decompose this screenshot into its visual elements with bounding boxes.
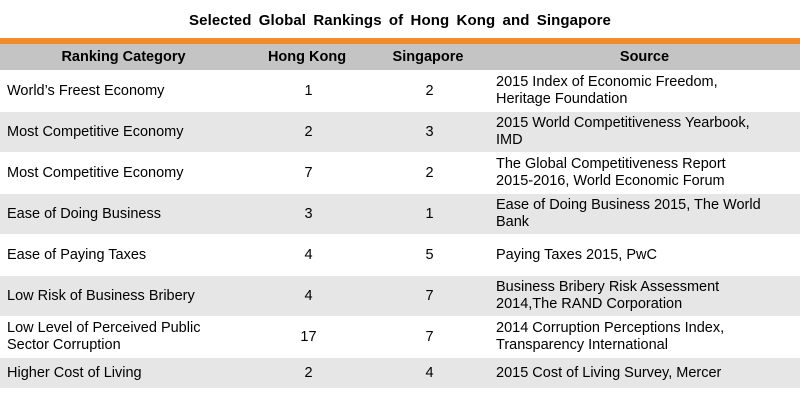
source-line: Bank	[496, 214, 530, 230]
cell-singapore: 7	[367, 275, 489, 317]
header-category: Ranking Category	[0, 44, 247, 71]
source-line: 2014,The RAND Corporation	[496, 296, 683, 312]
cell-singapore: 3	[367, 111, 489, 153]
cell-source: 2015 Index of Economic Freedom, Heritage …	[489, 70, 800, 112]
cell-source: 2015 World Competitiveness Yearbook, IMD	[489, 111, 800, 153]
cell-source: Ease of Doing Business 2015, The World Ba…	[489, 193, 800, 235]
cell-source: Paying Taxes 2015, PwC	[489, 234, 800, 276]
accent-rule	[0, 38, 800, 44]
cell-source: 2014 Corruption Perceptions Index, Transp…	[489, 316, 800, 358]
header-row: Ranking Category Hong Kong Singapore Sou…	[0, 44, 800, 71]
source-line: 2015 Index of Economic Freedom,	[496, 74, 718, 90]
cell-source: 2015 Cost of Living Survey, Mercer	[489, 357, 800, 388]
cell-hong-kong: 1	[247, 70, 367, 112]
header-source: Source	[489, 44, 800, 71]
cell-singapore: 1	[367, 193, 489, 235]
cell-hong-kong: 7	[247, 152, 367, 194]
source-line: 2015 World Competitiveness Yearbook,	[496, 115, 750, 131]
source-line: 2015 Cost of Living Survey, Mercer	[496, 364, 722, 381]
cell-hong-kong: 2	[247, 111, 367, 153]
source-line: Paying Taxes 2015, PwC	[496, 246, 657, 263]
table-row: Most Competitive Economy 2 3 2015 World …	[0, 111, 800, 153]
cell-category: Low Level of Perceived Public Sector Corr…	[0, 316, 247, 358]
cell-singapore: 2	[367, 70, 489, 112]
table-row: Ease of Paying Taxes 4 5 Paying Taxes 20…	[0, 234, 800, 276]
source-line: Heritage Foundation	[496, 91, 628, 107]
source-line: Business Bribery Risk Assessment	[496, 279, 720, 295]
cell-category: Most Competitive Economy	[0, 111, 247, 153]
cell-category: Ease of Paying Taxes	[0, 234, 247, 276]
source-line: IMD	[496, 132, 523, 148]
table-row: Ease of Doing Business 3 1 Ease of Doing…	[0, 193, 800, 235]
source-line: Ease of Doing Business 2015, The World	[496, 197, 761, 213]
cell-category: Higher Cost of Living	[0, 357, 247, 388]
cell-hong-kong: 4	[247, 275, 367, 317]
cell-category: Low Risk of Business Bribery	[0, 275, 247, 317]
source-line: Transparency International	[496, 337, 668, 353]
header-hong-kong: Hong Kong	[247, 44, 367, 71]
table-row: World’s Freest Economy 1 2 2015 Index of…	[0, 70, 800, 112]
cell-singapore: 7	[367, 316, 489, 358]
table-row: Low Level of Perceived Public Sector Corr…	[0, 316, 800, 358]
category-line: Low Level of Perceived Public	[7, 320, 201, 336]
source-line: 2015-2016, World Economic Forum	[496, 173, 725, 189]
table-title: Selected Global Rankings of Hong Kong an…	[189, 12, 611, 29]
source-line: 2014 Corruption Perceptions Index,	[496, 320, 725, 336]
table-row: Most Competitive Economy 7 2 The Global …	[0, 152, 800, 194]
rankings-table: Ranking Category Hong Kong Singapore Sou…	[0, 44, 800, 388]
cell-source: The Global Competitiveness Report 2015-20…	[489, 152, 800, 194]
cell-singapore: 4	[367, 357, 489, 388]
cell-category: Ease of Doing Business	[0, 193, 247, 235]
cell-hong-kong: 17	[247, 316, 367, 358]
cell-singapore: 2	[367, 152, 489, 194]
cell-hong-kong: 3	[247, 193, 367, 235]
cell-category: Most Competitive Economy	[0, 152, 247, 194]
table-row: Low Risk of Business Bribery 4 7 Busines…	[0, 275, 800, 317]
table-row: Higher Cost of Living 2 4 2015 Cost of L…	[0, 357, 800, 388]
cell-singapore: 5	[367, 234, 489, 276]
cell-source: Business Bribery Risk Assessment 2014,The…	[489, 275, 800, 317]
header-singapore: Singapore	[367, 44, 489, 71]
source-line: The Global Competitiveness Report	[496, 156, 726, 172]
cell-hong-kong: 2	[247, 357, 367, 388]
cell-category: World’s Freest Economy	[0, 70, 247, 112]
cell-hong-kong: 4	[247, 234, 367, 276]
category-line: Sector Corruption	[7, 337, 121, 353]
